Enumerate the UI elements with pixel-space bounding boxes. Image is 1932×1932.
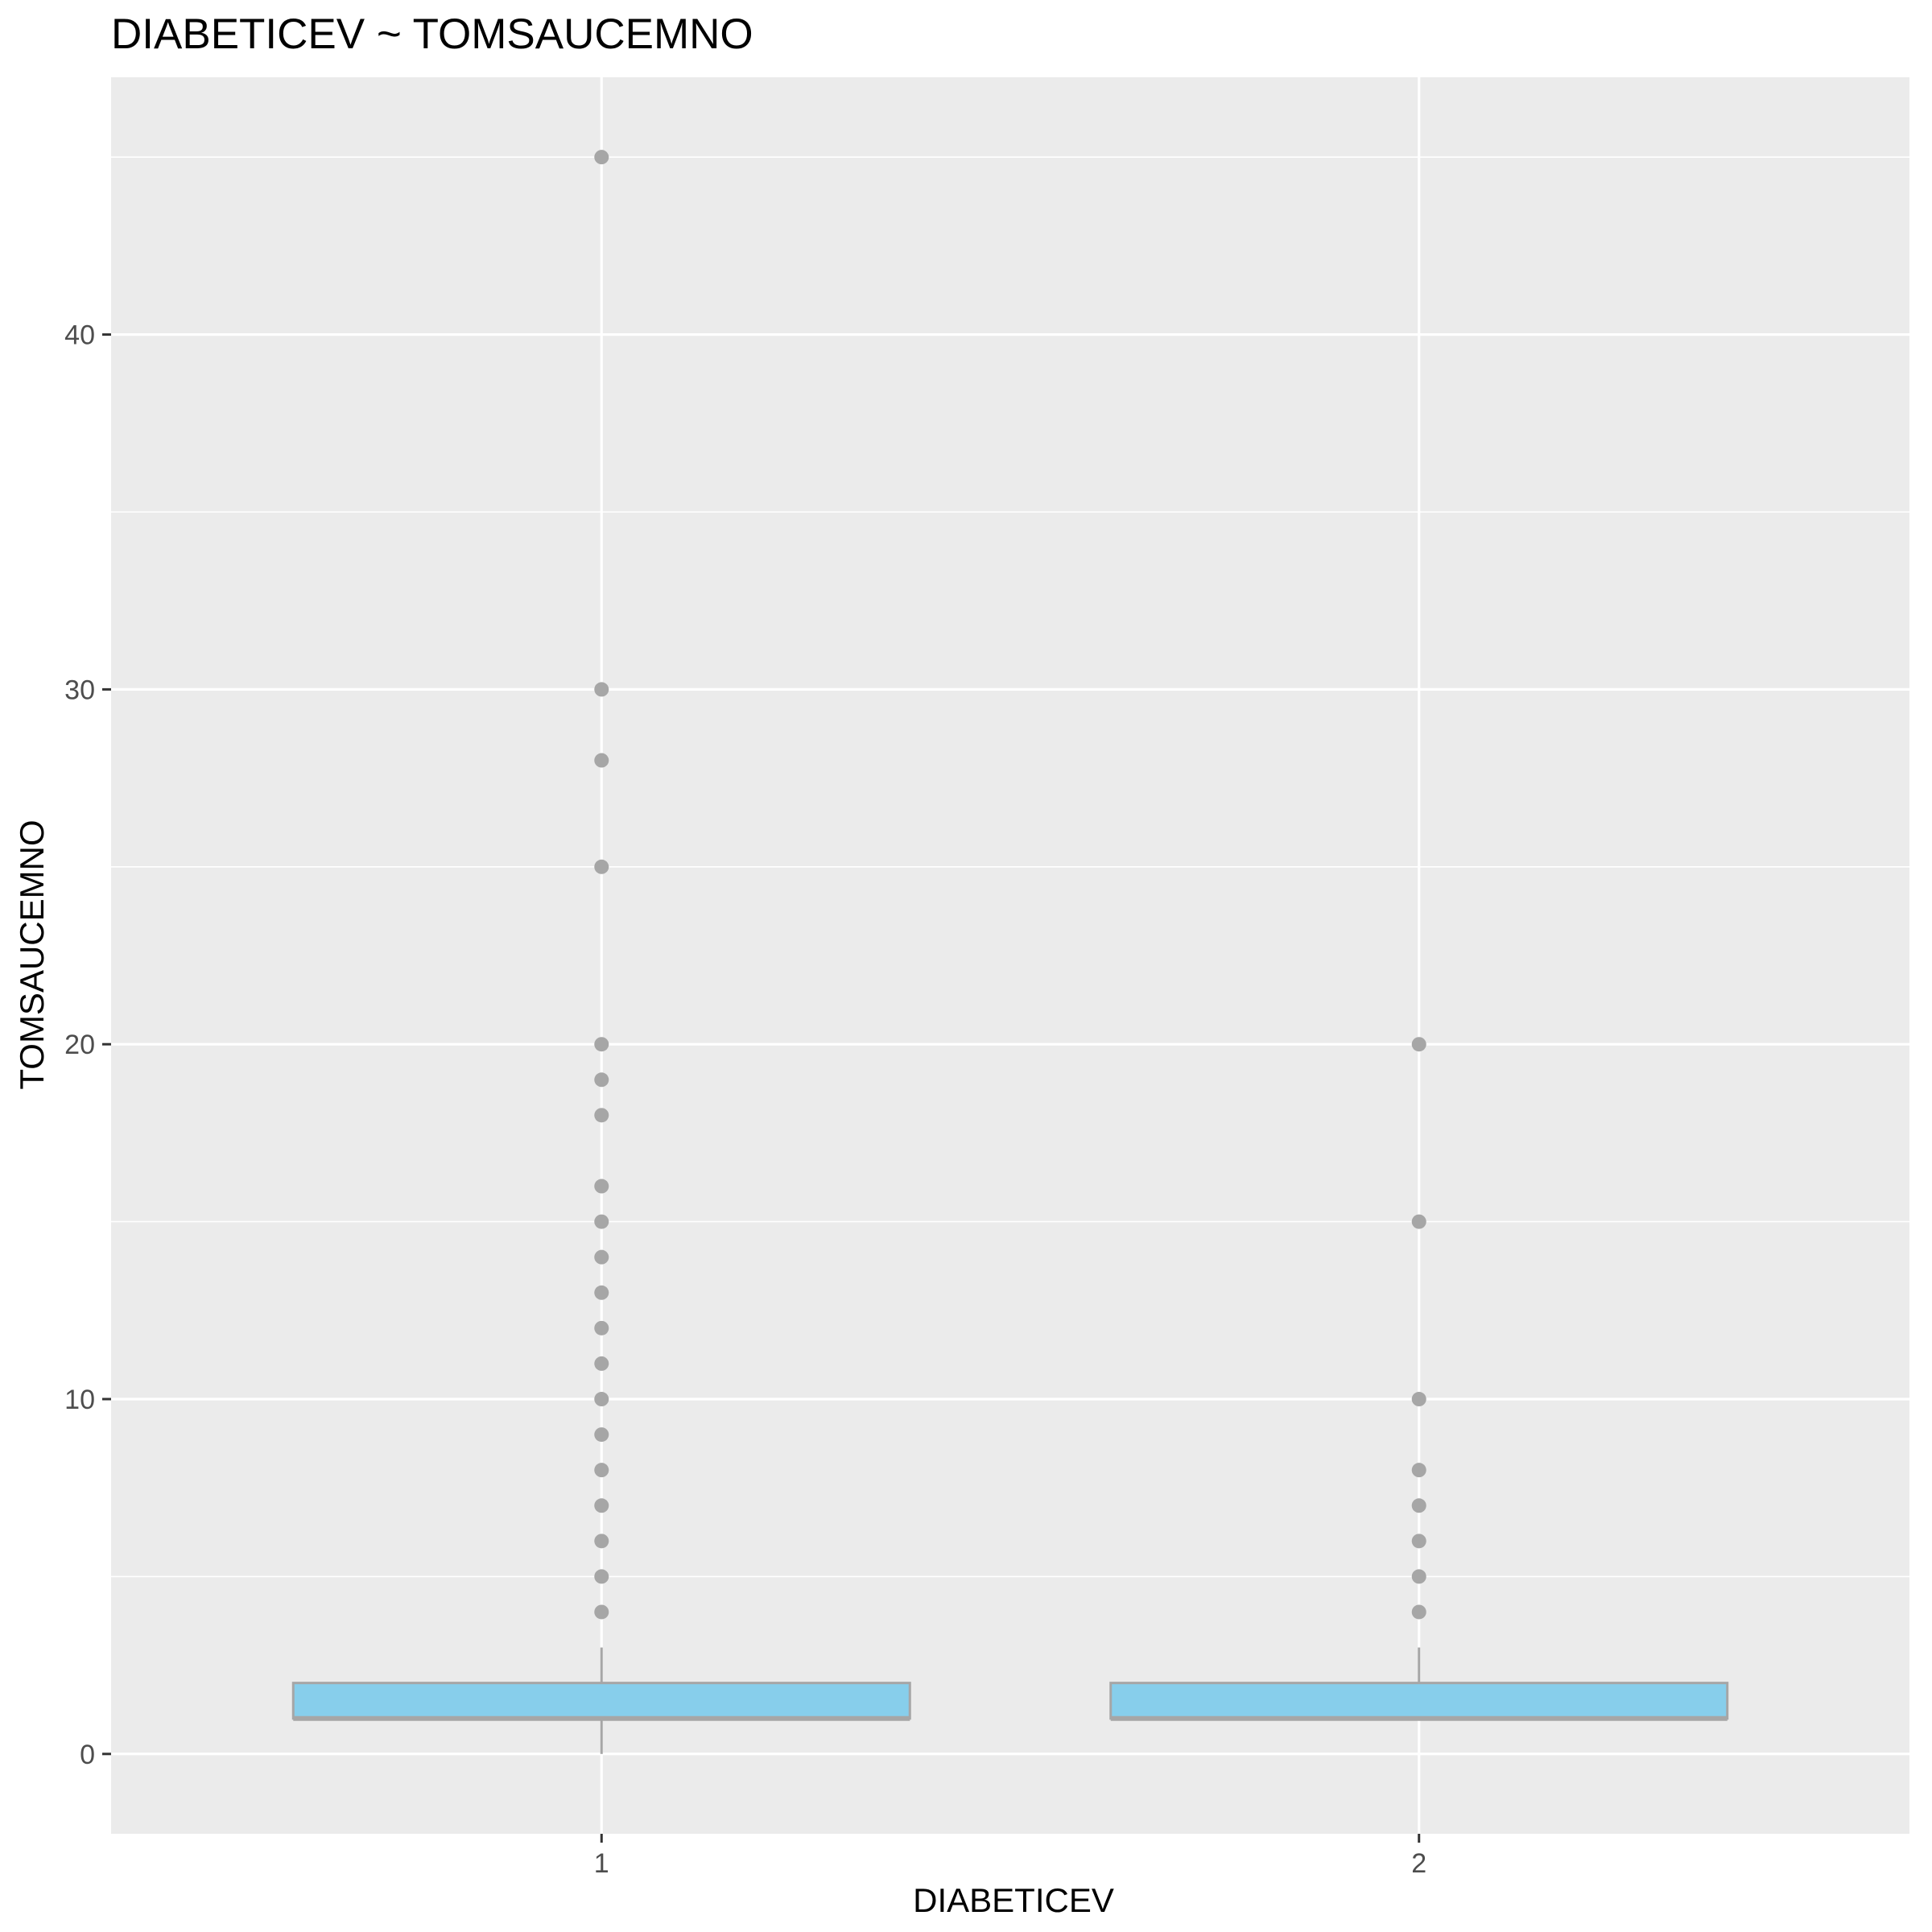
- outlier-point: [594, 1569, 609, 1584]
- outlier-point: [594, 1108, 609, 1123]
- y-tick-label: 20: [64, 1030, 95, 1060]
- box-iqr: [291, 1682, 911, 1720]
- box-iqr: [1109, 1682, 1729, 1720]
- outlier-point: [594, 1179, 609, 1194]
- x-tick-label: 1: [594, 1848, 609, 1879]
- outlier-point: [594, 1392, 609, 1407]
- outlier-point: [594, 1356, 609, 1371]
- minor-gridlines: [111, 156, 1909, 1578]
- y-tick-label: 10: [64, 1385, 95, 1415]
- outlier-point: [594, 150, 609, 165]
- outlier-point: [594, 1463, 609, 1478]
- plot-panel: [111, 77, 1909, 1834]
- outlier-point: [1411, 1392, 1426, 1407]
- outlier-point: [594, 753, 609, 768]
- outlier-point: [594, 1285, 609, 1300]
- boxes-layer: [291, 150, 1729, 1754]
- y-tick-label: 30: [64, 675, 95, 705]
- outlier-point: [594, 1072, 609, 1088]
- outlier-point: [1411, 1604, 1426, 1620]
- x-tick-label: 2: [1411, 1848, 1426, 1879]
- y-axis: 0 10 20 30 40: [64, 320, 111, 1770]
- outlier-point: [594, 1498, 609, 1513]
- outlier-point: [1411, 1463, 1426, 1478]
- box-group: [1109, 1037, 1729, 1721]
- outlier-point: [594, 1214, 609, 1229]
- outlier-point: [1411, 1498, 1426, 1513]
- outlier-point: [594, 1249, 609, 1265]
- outlier-point: [1411, 1534, 1426, 1549]
- box-group: [291, 150, 911, 1754]
- y-tick-label: 0: [80, 1740, 95, 1770]
- outlier-point: [594, 1534, 609, 1549]
- x-axis-title: DIABETICEV: [913, 1881, 1114, 1919]
- outlier-point: [594, 1604, 609, 1620]
- y-tick-label: 40: [64, 320, 95, 351]
- outlier-point: [594, 1320, 609, 1335]
- outlier-point: [1411, 1569, 1426, 1584]
- y-axis-title: TOMSAUCEMNO: [13, 819, 51, 1089]
- outlier-point: [594, 859, 609, 874]
- outlier-point: [1411, 1214, 1426, 1229]
- outlier-point: [594, 682, 609, 697]
- chart-title: DIABETICEV ~ TOMSAUCEMNO: [111, 10, 753, 58]
- outlier-point: [1411, 1037, 1426, 1052]
- outlier-point: [594, 1037, 609, 1052]
- outlier-point: [594, 1427, 609, 1443]
